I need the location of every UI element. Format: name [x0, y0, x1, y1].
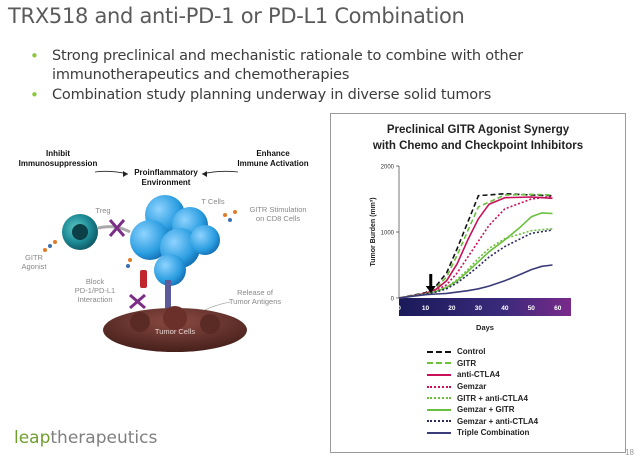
legend-swatch — [427, 397, 451, 400]
series-line-3 — [398, 195, 553, 299]
legend-label: Gemzar — [457, 382, 487, 392]
legend-label: GITR — [457, 358, 477, 368]
mechanism-diagram: Inhibit Immunosuppression Enhance Immune… — [0, 140, 330, 390]
legend-label: Gemzar + GITR — [457, 405, 515, 415]
label-treg: Treg — [95, 206, 111, 215]
legend-item: Gemzar + anti-CTLA4 — [427, 416, 538, 428]
legend-item: Control — [427, 346, 538, 358]
y-tick-label: 0 — [391, 297, 395, 303]
legend-swatch — [427, 408, 451, 411]
x-axis-band — [399, 298, 571, 316]
legend-item: Gemzar + GITR — [427, 404, 538, 416]
label-block: Block PD-1/PD-L1 Interaction — [74, 277, 116, 304]
synergy-chart: 0 1000 2000 0 10 20 30 40 50 60 Days Tumor Burden (… — [370, 165, 571, 332]
chart-legend: Control GITR anti-CTLA4 Gemzar GITR + anti-C… — [427, 346, 538, 439]
legend-item: Triple Combination — [427, 427, 538, 439]
legend-item: anti-CTLA4 — [427, 369, 538, 381]
slide-title: TRX518 and anti-PD-1 or PD-L1 Combinatio… — [8, 4, 465, 28]
x-tick-label: 50 — [528, 305, 536, 312]
y-tick-label: 2000 — [381, 165, 395, 171]
legend-item: Gemzar — [427, 381, 538, 393]
label-tcells: T Cells — [201, 197, 225, 206]
label-inhibit: Inhibit Immunosuppression — [18, 149, 98, 168]
leap-logo: leaptherapeutics — [14, 428, 158, 448]
bullet-item-1: Strong preclinical and mechanistic ratio… — [30, 47, 590, 85]
x-tick-label: 20 — [448, 305, 456, 312]
label-environment: Proinflammatory Environment — [134, 168, 198, 187]
treatment-arrow-shaft — [429, 274, 433, 286]
treatment-arrow-head — [425, 286, 436, 293]
legend-label: GITR + anti-CTLA4 — [457, 393, 528, 403]
series-line-0 — [398, 192, 553, 299]
legend-swatch — [427, 431, 451, 434]
label-tumor: Tumor Cells — [154, 327, 196, 336]
label-release: Release of Tumor Antigens — [228, 288, 282, 306]
label-enhance: Enhance Immune Activation — [237, 149, 309, 168]
series-line-7 — [398, 264, 553, 299]
x-tick-label: 0 — [397, 305, 401, 312]
x-tick-label: 60 — [554, 305, 562, 312]
chart-title: Preclinical GITR Agonist Synergy with Ch… — [372, 124, 584, 152]
x-tick-label: 30 — [475, 305, 483, 312]
y-tick-label: 1000 — [381, 231, 395, 237]
legend-swatch — [427, 385, 451, 388]
y-axis-label: Tumor Burden (mm³) — [370, 197, 377, 266]
mechanism-illustration — [43, 170, 247, 352]
page-number: 18 — [625, 448, 634, 457]
series-line-2 — [398, 196, 553, 299]
legend-label: Triple Combination — [457, 428, 530, 438]
series-line-1 — [398, 193, 553, 299]
legend-swatch — [427, 420, 451, 423]
bullet-item-2: Combination study planning underway in d… — [30, 86, 590, 105]
legend-swatch — [427, 350, 451, 353]
legend-item: GITR — [427, 358, 538, 370]
chart-panel: Preclinical GITR Agonist Synergy with Ch… — [330, 113, 626, 453]
series-line-4 — [398, 227, 553, 299]
legend-label: Control — [457, 347, 486, 357]
x-tick-label: 40 — [501, 305, 509, 312]
label-gitr-stim: GITR Stimulation on CD8 Cells — [249, 205, 307, 223]
label-gitr-agonist: GITR Agonist — [21, 253, 47, 271]
legend-item: GITR + anti-CTLA4 — [427, 392, 538, 404]
x-tick-label: 10 — [422, 305, 430, 312]
legend-swatch — [427, 362, 451, 365]
bullet-list: Strong preclinical and mechanistic ratio… — [30, 47, 590, 105]
x-axis-label: Days — [476, 323, 494, 332]
legend-swatch — [427, 373, 451, 376]
legend-label: anti-CTLA4 — [457, 370, 500, 380]
series-line-6 — [398, 229, 553, 299]
legend-label: Gemzar + anti-CTLA4 — [457, 416, 539, 426]
arrow-enhance — [201, 170, 239, 175]
